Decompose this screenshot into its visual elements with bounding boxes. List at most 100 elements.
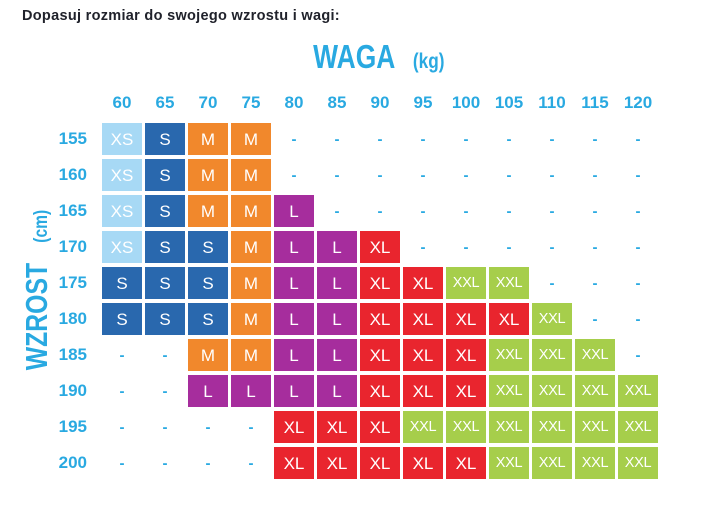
size-cell: XXL [489,447,529,479]
size-cell: XS [102,159,142,191]
size-cell: L [317,231,357,263]
size-cell: S [145,231,185,263]
height-row-label: 200 [58,453,87,472]
size-cell: XL [360,267,400,299]
size-cell-empty: - [420,202,426,220]
size-cell-empty: - [592,274,598,292]
size-cell: XS [102,231,142,263]
size-cell: M [231,231,271,263]
size-cell: XXL [618,447,658,479]
size-cell-empty: - [377,130,383,148]
size-cell: M [231,303,271,335]
size-cell-empty: - [162,418,168,436]
weight-column-header: 60 [112,93,132,112]
size-cell-empty: - [506,166,512,184]
size-cell-empty: - [291,130,297,148]
size-grid: 60 65 70 75 80 85 90 95 100 105 110 115 120 155 XS S M M -… [47,87,658,479]
size-cell: XL [360,447,400,479]
size-cell: L [274,195,314,227]
size-cell: XL [446,375,486,407]
size-cell: L [274,267,314,299]
size-cell: XS [102,123,142,155]
size-cell-empty: - [334,130,340,148]
size-cell-empty: - [162,454,168,472]
size-cell-empty: - [635,238,641,256]
size-cell-empty: - [248,454,254,472]
size-cell: XL [403,339,443,371]
weight-column-header: 65 [155,93,175,112]
size-cell-empty: - [549,274,555,292]
size-cell: XL [446,339,486,371]
size-cell: XXL [532,303,572,335]
size-cell: XXL [532,375,572,407]
size-cell-empty: - [420,166,426,184]
size-cell: M [188,123,228,155]
weight-column-header: 110 [538,93,566,112]
size-cell-empty: - [635,130,641,148]
size-cell-empty: - [205,454,211,472]
size-cell: S [145,267,185,299]
size-cell-empty: - [506,130,512,148]
size-cell: XXL [575,411,615,443]
size-cell: S [145,159,185,191]
height-row-label: 155 [58,129,87,148]
size-cell: M [231,123,271,155]
size-cell: XL [360,339,400,371]
weight-column-header: 120 [623,93,653,112]
size-cell-empty: - [119,418,125,436]
size-cell: XS [102,195,142,227]
size-cell-empty: - [549,202,555,220]
height-row-label: 160 [58,165,87,184]
size-cell: XL [360,231,400,263]
size-cell-empty: - [205,418,211,436]
size-cell-empty: - [119,346,125,364]
size-cell-empty: - [463,130,469,148]
size-cell: XXL [618,375,658,407]
size-cell: M [188,159,228,191]
size-cell: L [274,231,314,263]
weight-column-header: 95 [413,93,433,112]
size-cell: XXL [446,411,486,443]
size-cell-empty: - [420,130,426,148]
size-cell-empty: - [248,418,254,436]
height-row-label: 175 [58,273,87,292]
weight-column-header: 80 [284,93,304,112]
size-cell: XL [274,411,314,443]
x-axis-title: WAGA (kg) [303,38,451,76]
size-cell-empty: - [592,238,598,256]
size-cell: XXL [575,447,615,479]
size-cell: L [274,339,314,371]
size-cell: XL [274,447,314,479]
size-cell: XL [360,375,400,407]
size-cell: S [145,195,185,227]
size-cell: XXL [489,267,529,299]
size-cell-empty: - [635,310,641,328]
size-cell: XL [317,447,357,479]
size-cell-empty: - [291,166,297,184]
weight-column-header: 75 [241,93,261,112]
size-cell: L [317,339,357,371]
size-cell-empty: - [377,166,383,184]
size-cell-empty: - [334,202,340,220]
size-cell: L [274,303,314,335]
height-row-label: 165 [58,201,87,220]
size-cell: XL [403,375,443,407]
weight-column-header: 100 [451,93,481,112]
size-cell: XXL [489,375,529,407]
size-cell-empty: - [635,166,641,184]
size-cell: M [231,267,271,299]
size-cell: XL [446,303,486,335]
size-cell-empty: - [635,274,641,292]
size-cell: L [188,375,228,407]
size-cell: L [317,267,357,299]
size-cell-empty: - [592,310,598,328]
size-cell: S [188,303,228,335]
weight-column-header: 85 [327,93,347,112]
size-cell: S [102,267,142,299]
size-cell-empty: - [635,202,641,220]
size-cell: M [188,195,228,227]
height-row-label: 190 [58,381,87,400]
x-axis-unit: (kg) [412,50,445,73]
size-cell-empty: - [420,238,426,256]
